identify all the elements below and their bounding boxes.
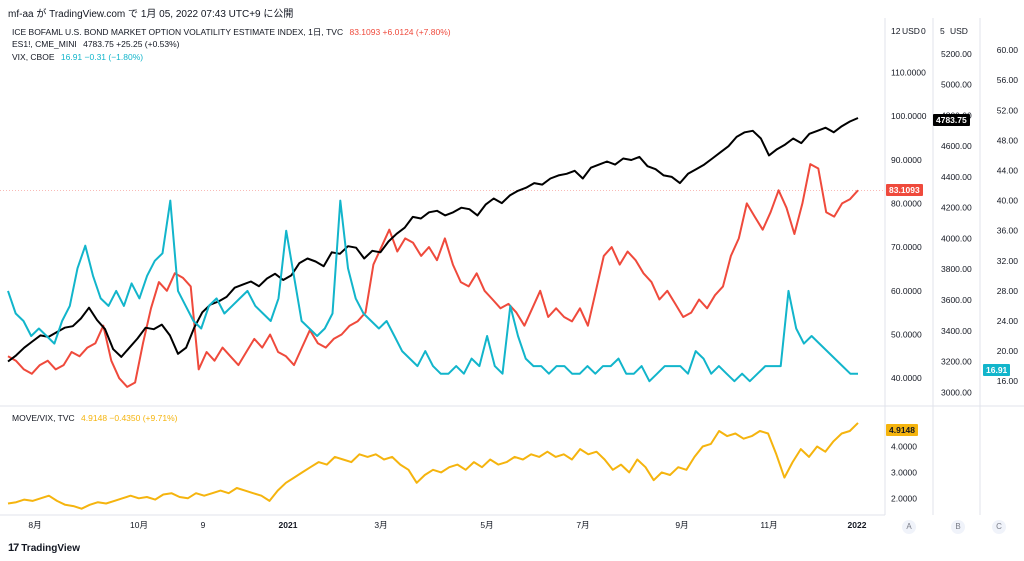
- es-axis-tick-label: 5200.00: [941, 49, 972, 59]
- vix-axis-tick-label: 60.00: [997, 45, 1019, 55]
- scale-button-b[interactable]: B: [951, 520, 965, 534]
- legend-vix-title: VIX, CBOE: [12, 52, 55, 62]
- vix-axis-tick-label: 16.00: [997, 376, 1019, 386]
- vix-series-line: [7, 199, 858, 383]
- price-tag-ratio: 4.9148: [886, 424, 918, 436]
- legend-move-value: 83.1093 +6.0124 (+7.80%): [349, 27, 451, 37]
- vix-axis-tick-label: 48.00: [997, 135, 1019, 145]
- x-axis-tick-label: 3月: [374, 520, 387, 530]
- scale-button-c[interactable]: C: [992, 520, 1006, 534]
- vix-axis-tick-label: 56.00: [997, 75, 1019, 85]
- es-axis-tick-label: 3800.00: [941, 264, 972, 274]
- x-axis-tick-label: 5月: [480, 520, 493, 530]
- legend-vix[interactable]: VIX, CBOE 16.91 −0.31 (−1.80%): [12, 52, 143, 62]
- vix-axis-tick-label: 24.00: [997, 316, 1019, 326]
- es-axis-tick-label: 5000.00: [941, 80, 972, 90]
- ratio-series-line: [7, 422, 859, 510]
- move-axis-tick-label: 50.0000: [891, 329, 922, 339]
- axis-a-suffix: 0: [921, 26, 926, 36]
- axis-a-prefix: 12: [891, 26, 901, 36]
- price-tag-vix: 16.91: [983, 364, 1011, 376]
- move-axis-tick-label: 60.0000: [891, 286, 922, 296]
- legend-move-title: ICE BOFAML U.S. BOND MARKET OPTION VOLAT…: [12, 27, 344, 37]
- es-axis-tick-label: 4000.00: [941, 233, 972, 243]
- publish-header: mf-aa が TradingView.com で 1月 05, 2022 07…: [8, 9, 294, 20]
- legend-es-value: 4783.75 +25.25 (+0.53%): [83, 39, 180, 49]
- tradingview-logo-icon: 17: [8, 542, 19, 554]
- footer-brand-text: TradingView: [21, 542, 80, 554]
- legend-es[interactable]: ES1!, CME_MINI 4783.75 +25.25 (+0.53%): [12, 39, 180, 49]
- es-axis-tick-label: 3000.00: [941, 387, 972, 397]
- vix-axis-tick-label: 52.00: [997, 105, 1019, 115]
- move-axis-tick-label: 90.0000: [891, 155, 922, 165]
- move-axis-tick-label: 80.0000: [891, 198, 922, 208]
- vix-axis-tick-label: 44.00: [997, 165, 1019, 175]
- footer-brand[interactable]: 17 TradingView: [8, 542, 80, 554]
- vix-axis-tick-label: 20.00: [997, 346, 1019, 356]
- x-axis-tick-label: 2021: [279, 520, 298, 530]
- ratio-axis-tick-label: 3.0000: [891, 467, 917, 477]
- move-axis-tick-label: 100.0000: [891, 111, 927, 121]
- x-axis-tick-label: 7月: [576, 520, 589, 530]
- legend-vix-value: 16.91 −0.31 (−1.80%): [60, 52, 144, 62]
- es-axis-tick-label: 3200.00: [941, 357, 972, 367]
- es-axis-tick-label: 3400.00: [941, 326, 972, 336]
- vix-axis-tick-label: 36.00: [997, 226, 1019, 236]
- es-axis-tick-label: 3600.00: [941, 295, 972, 305]
- move-series-line: [7, 163, 859, 388]
- ratio-axis-tick-label: 4.0000: [891, 442, 917, 452]
- vix-axis-tick-label: 40.00: [997, 196, 1019, 206]
- legend-ratio-value: 4.9148 −0.4350 (+9.71%): [81, 413, 178, 423]
- legend-es-title: ES1!, CME_MINI: [12, 39, 77, 49]
- es-series-line: [7, 117, 859, 363]
- move-axis-tick-label: 40.0000: [891, 373, 922, 383]
- scale-button-a[interactable]: A: [902, 520, 916, 534]
- axis-a-unit: USD: [902, 26, 920, 36]
- move-axis-tick-label: 110.0000: [891, 67, 926, 77]
- ratio-axis-tick-label: 2.0000: [891, 493, 917, 503]
- x-axis-tick-label: 8月: [28, 520, 41, 530]
- move-axis-tick-label: 70.0000: [891, 242, 922, 252]
- legend-ratio-title: MOVE/VIX, TVC: [12, 413, 75, 423]
- x-axis-tick-label: 2022: [848, 520, 867, 530]
- vix-axis-tick-label: 32.00: [997, 256, 1019, 266]
- vix-axis-tick-label: 28.00: [997, 286, 1019, 296]
- legend-ratio[interactable]: MOVE/VIX, TVC 4.9148 −0.4350 (+9.71%): [12, 413, 177, 423]
- x-axis-tick-label: 10月: [130, 520, 148, 530]
- axis-b-unit: USD: [950, 26, 968, 36]
- x-axis-tick-label: 9月: [675, 520, 688, 530]
- x-axis-tick-label: 9: [201, 520, 206, 530]
- x-axis-tick-label: 11月: [760, 520, 777, 530]
- es-axis-tick-label: 4600.00: [941, 141, 972, 151]
- es-axis-tick-label: 4200.00: [941, 203, 972, 213]
- price-tag-es: 4783.75: [933, 114, 970, 126]
- axis-b-prefix: 5: [940, 26, 945, 36]
- es-axis-tick-label: 4400.00: [941, 172, 972, 182]
- legend-move[interactable]: ICE BOFAML U.S. BOND MARKET OPTION VOLAT…: [12, 26, 451, 38]
- price-tag-move: 83.1093: [886, 184, 923, 196]
